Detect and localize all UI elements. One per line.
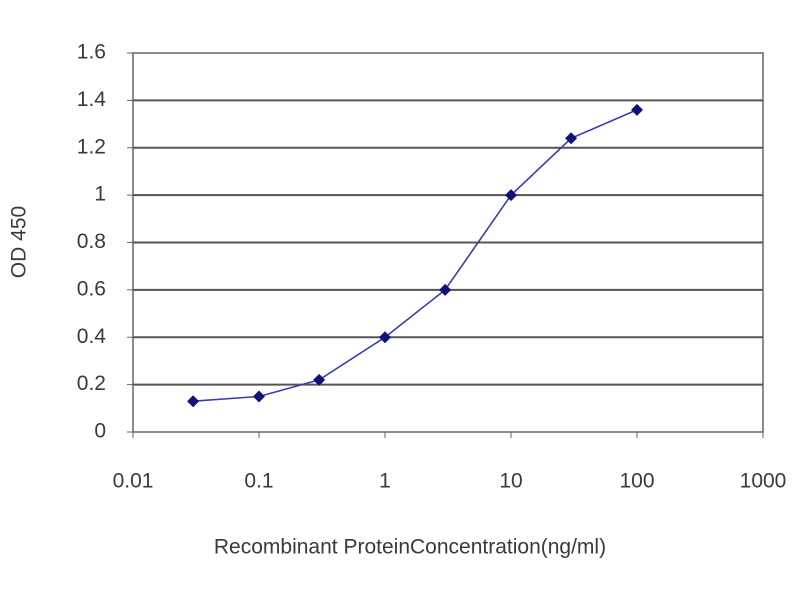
x-axis-label: Recombinant ProteinConcentration(ng/ml) [214, 536, 606, 559]
data-marker [439, 283, 452, 296]
data-marker [379, 331, 391, 344]
y-tick-label: 0 [94, 420, 106, 443]
x-tick-label: 10 [499, 470, 522, 493]
data-marker [187, 395, 200, 408]
data-line [193, 109, 638, 403]
y-tick-label: 0.8 [77, 230, 106, 253]
data-marker [253, 390, 265, 403]
data-marker [313, 373, 326, 386]
y-tick-label: 0.6 [77, 277, 106, 300]
y-axis-label: OD 450 [8, 206, 31, 278]
data-marker [565, 132, 578, 145]
x-tick-label: 1000 [740, 470, 787, 493]
data-marker [631, 103, 643, 116]
y-tick-label: 1.4 [77, 88, 107, 111]
x-tick-label: 0.01 [113, 470, 154, 493]
y-tick-label: 1.6 [77, 41, 106, 64]
y-tick-label: 1 [94, 183, 106, 206]
y-tick-label: 0.2 [77, 372, 106, 395]
data-marker [505, 189, 517, 202]
x-tick-label: 0.1 [244, 470, 273, 493]
y-tick-label: 0.4 [77, 325, 107, 348]
x-tick-label: 100 [619, 470, 654, 493]
y-tick-label: 1.2 [77, 135, 106, 158]
x-tick-label: 1 [379, 470, 391, 493]
